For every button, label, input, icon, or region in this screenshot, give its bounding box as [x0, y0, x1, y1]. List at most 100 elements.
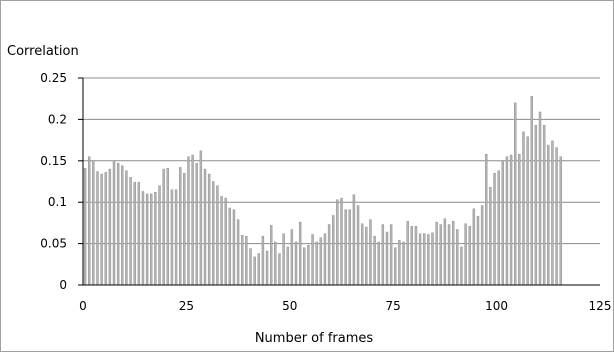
bar [468, 226, 471, 286]
bar [166, 168, 169, 286]
bar [493, 173, 496, 286]
x-tick-label: 0 [79, 299, 87, 313]
bar [373, 235, 376, 286]
bar [216, 185, 219, 286]
bar [232, 209, 236, 286]
bar [451, 221, 455, 286]
bar [365, 226, 368, 286]
bar [472, 208, 476, 286]
bar [344, 209, 347, 286]
bar [137, 182, 141, 286]
bar [261, 235, 265, 286]
bar [480, 205, 484, 286]
bar [501, 161, 504, 286]
bar [178, 167, 182, 286]
bar [121, 165, 124, 286]
bar [530, 96, 533, 286]
y-tick-labels: 0 0.05 0.1 0.15 0.2 0.25 [40, 71, 67, 292]
bar [83, 168, 87, 286]
bar [249, 248, 252, 286]
bar [187, 156, 190, 286]
y-tick-label: 0.05 [40, 237, 67, 251]
bar [402, 241, 405, 286]
bar [203, 168, 207, 286]
y-axis-title: Correlation [7, 44, 79, 59]
bar [236, 219, 240, 286]
bar [340, 197, 343, 286]
bar [224, 197, 227, 286]
bar [274, 241, 277, 286]
bar [116, 163, 120, 286]
bar [150, 193, 153, 286]
bar [294, 241, 298, 286]
x-tick-label: 50 [282, 299, 297, 313]
bar [327, 224, 331, 286]
bar [394, 247, 397, 286]
bar [154, 192, 157, 286]
bar [456, 229, 459, 286]
bar [377, 241, 380, 286]
bar [381, 224, 385, 286]
bar [443, 218, 447, 286]
bar [360, 223, 364, 286]
bar [311, 234, 314, 286]
bar [87, 156, 91, 286]
bar [96, 171, 99, 286]
bar [522, 131, 525, 286]
bar [141, 191, 145, 286]
bar [253, 256, 256, 286]
bar [307, 245, 310, 286]
bar [505, 156, 509, 286]
bar [336, 199, 339, 286]
bar [551, 140, 554, 286]
bar [389, 224, 393, 286]
bar [278, 253, 281, 286]
bar [104, 172, 107, 286]
axes [78, 77, 600, 286]
bar [269, 225, 273, 286]
bar [439, 224, 442, 286]
bar [183, 173, 186, 286]
y-tick-label: 0.1 [48, 195, 67, 209]
bar [559, 156, 562, 286]
x-tick-label: 125 [589, 299, 612, 313]
bar [460, 246, 463, 286]
bar [447, 224, 451, 286]
bar [418, 233, 422, 286]
bar [497, 170, 500, 286]
bar [191, 154, 194, 286]
bar [348, 209, 351, 286]
bar [112, 161, 116, 286]
bar [319, 237, 323, 286]
bar [129, 177, 132, 286]
bar [431, 232, 434, 286]
bar [538, 111, 542, 286]
bar [555, 147, 558, 286]
bar [220, 196, 223, 286]
y-tick-label: 0 [59, 278, 67, 292]
bar [410, 226, 414, 286]
bar [526, 136, 529, 286]
bar [174, 189, 178, 286]
bar [489, 187, 492, 286]
bar [332, 215, 335, 286]
bar [100, 173, 103, 286]
bar [207, 173, 211, 286]
bar [369, 219, 372, 286]
bar [145, 193, 149, 286]
x-tick-label: 75 [386, 299, 401, 313]
bars [83, 96, 562, 286]
bar [241, 235, 244, 286]
x-tick-labels: 0 25 50 75 100 125 [79, 299, 611, 313]
y-tick-label: 0.2 [48, 112, 67, 126]
x-tick-label: 25 [179, 299, 194, 313]
bar [398, 240, 401, 286]
bar [158, 185, 161, 286]
bar [199, 150, 203, 286]
bar [282, 233, 285, 286]
bar [476, 216, 480, 286]
bar [414, 226, 418, 286]
bar [542, 124, 546, 286]
bar [162, 168, 165, 286]
